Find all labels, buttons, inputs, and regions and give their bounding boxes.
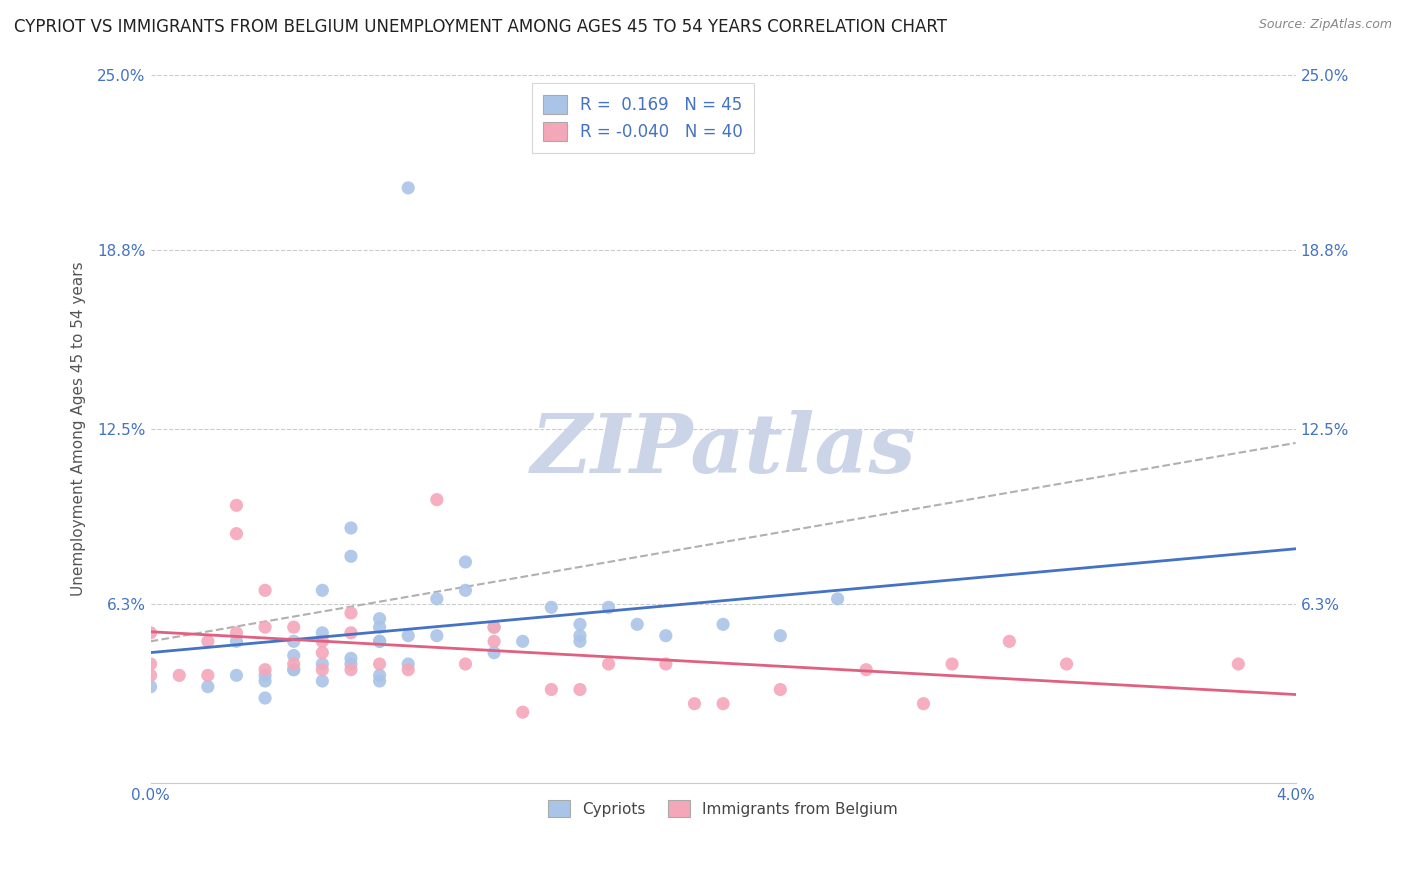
Point xyxy=(254,691,277,706)
Point xyxy=(769,682,792,697)
Point xyxy=(598,657,620,671)
Point xyxy=(396,663,419,677)
Point xyxy=(340,657,363,671)
Point xyxy=(482,620,505,634)
Point xyxy=(340,625,363,640)
Point xyxy=(283,648,305,663)
Point xyxy=(340,651,363,665)
Point xyxy=(454,657,477,671)
Point xyxy=(482,646,505,660)
Point xyxy=(311,657,333,671)
Point xyxy=(340,549,363,564)
Point xyxy=(626,617,648,632)
Point xyxy=(311,583,333,598)
Point xyxy=(197,668,219,682)
Point xyxy=(540,682,562,697)
Point xyxy=(340,606,363,620)
Point xyxy=(311,646,333,660)
Point xyxy=(254,673,277,688)
Point xyxy=(912,697,935,711)
Text: Source: ZipAtlas.com: Source: ZipAtlas.com xyxy=(1258,18,1392,31)
Point xyxy=(482,634,505,648)
Point xyxy=(396,181,419,195)
Point xyxy=(568,682,591,697)
Y-axis label: Unemployment Among Ages 45 to 54 years: Unemployment Among Ages 45 to 54 years xyxy=(72,261,86,596)
Point xyxy=(254,668,277,682)
Point xyxy=(368,657,391,671)
Point xyxy=(568,617,591,632)
Point xyxy=(311,625,333,640)
Point xyxy=(1056,657,1078,671)
Point xyxy=(540,600,562,615)
Point xyxy=(311,673,333,688)
Point xyxy=(340,663,363,677)
Point xyxy=(283,663,305,677)
Point xyxy=(426,591,449,606)
Point xyxy=(482,620,505,634)
Point xyxy=(368,620,391,634)
Point xyxy=(368,634,391,648)
Point xyxy=(426,492,449,507)
Point xyxy=(568,634,591,648)
Point xyxy=(139,680,162,694)
Point xyxy=(254,583,277,598)
Point xyxy=(368,673,391,688)
Point xyxy=(283,657,305,671)
Legend: Cypriots, Immigrants from Belgium: Cypriots, Immigrants from Belgium xyxy=(541,792,905,825)
Point xyxy=(998,634,1021,648)
Point xyxy=(568,629,591,643)
Text: ZIPatlas: ZIPatlas xyxy=(530,410,915,490)
Point xyxy=(368,668,391,682)
Point xyxy=(368,634,391,648)
Point xyxy=(311,663,333,677)
Point xyxy=(655,657,678,671)
Point xyxy=(139,657,162,671)
Point xyxy=(368,612,391,626)
Point xyxy=(396,657,419,671)
Point xyxy=(941,657,963,671)
Point xyxy=(512,705,534,719)
Point xyxy=(197,680,219,694)
Point xyxy=(769,629,792,643)
Point xyxy=(283,663,305,677)
Point xyxy=(225,668,247,682)
Point xyxy=(683,697,706,711)
Point xyxy=(512,634,534,648)
Point xyxy=(454,555,477,569)
Point xyxy=(598,600,620,615)
Point xyxy=(1227,657,1250,671)
Point xyxy=(254,663,277,677)
Point xyxy=(254,620,277,634)
Point xyxy=(139,668,162,682)
Point xyxy=(225,634,247,648)
Point xyxy=(225,498,247,512)
Point xyxy=(283,620,305,634)
Point xyxy=(340,521,363,535)
Point xyxy=(426,629,449,643)
Point xyxy=(827,591,849,606)
Point xyxy=(167,668,190,682)
Point xyxy=(139,625,162,640)
Text: CYPRIOT VS IMMIGRANTS FROM BELGIUM UNEMPLOYMENT AMONG AGES 45 TO 54 YEARS CORREL: CYPRIOT VS IMMIGRANTS FROM BELGIUM UNEMP… xyxy=(14,18,948,36)
Point xyxy=(711,697,734,711)
Point xyxy=(855,663,877,677)
Point xyxy=(311,634,333,648)
Point xyxy=(655,629,678,643)
Point xyxy=(454,583,477,598)
Point xyxy=(225,526,247,541)
Point xyxy=(396,629,419,643)
Point xyxy=(283,634,305,648)
Point xyxy=(197,634,219,648)
Point xyxy=(711,617,734,632)
Point xyxy=(225,625,247,640)
